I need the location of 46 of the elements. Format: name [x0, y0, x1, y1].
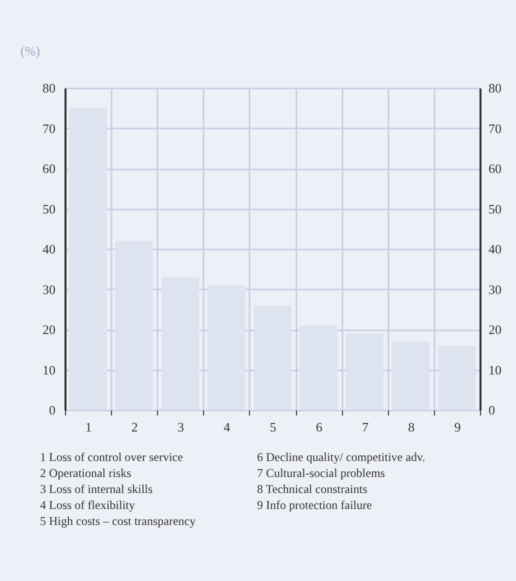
y-tick-label: 20	[42, 322, 56, 337]
text: 4 Loss of flexibility	[40, 497, 136, 513]
bar	[438, 346, 476, 410]
text: 1 Loss of control over service	[40, 449, 184, 465]
text: 6 Decline quality/ competitive adv.	[257, 449, 426, 465]
y2-tick-label: 10	[488, 362, 502, 378]
x-tick-label: 8	[408, 420, 415, 434]
bar	[115, 240, 154, 410]
y2-tick-label: 40	[488, 242, 502, 256]
y-tick-label: 80	[42, 80, 56, 96]
bar	[346, 334, 384, 410]
y-tick-label: 60	[42, 161, 56, 176]
y2-tick-label: 20	[488, 322, 502, 337]
x-tick-label: 7	[362, 420, 369, 434]
text: 8 Technical constraints	[257, 481, 368, 497]
y2-tick-label: 70	[488, 120, 502, 136]
text: 5 High costs – cost transparency	[40, 513, 197, 529]
x-tick-label: 1	[85, 420, 92, 434]
x-tick-label: 9	[454, 420, 461, 434]
bar	[161, 277, 200, 410]
y2-tick-label: 50	[488, 201, 502, 216]
text: 3 Loss of internal skills	[40, 481, 154, 497]
y-axis-title: (%)	[20, 44, 40, 58]
text: 2 Operational risks	[40, 465, 132, 481]
bar	[254, 305, 292, 410]
y-tick-label: 70	[42, 120, 56, 136]
y2-tick-label: 0	[488, 402, 495, 418]
bar	[300, 325, 338, 410]
y2-tick-label: 60	[488, 161, 502, 176]
y-tick-label: 10	[42, 362, 56, 378]
bar	[392, 342, 430, 410]
text: 7 Cultural-social problems	[257, 465, 386, 481]
bar	[69, 108, 107, 410]
y-tick-label: 50	[42, 201, 56, 216]
x-tick-label: 6	[316, 420, 323, 434]
y-tick-label: 30	[42, 282, 56, 297]
y-tick-label: 40	[42, 242, 56, 256]
y2-tick-label: 80	[488, 80, 502, 96]
y-tick-label: 0	[49, 402, 56, 418]
bar	[207, 285, 246, 410]
text: 9 Info protection failure	[257, 497, 373, 513]
x-tick-label: 3	[178, 420, 184, 434]
x-tick-label: 2	[131, 420, 138, 434]
x-tick-label: 4	[224, 420, 231, 434]
x-tick-label: 5	[270, 420, 276, 434]
y2-tick-label: 30	[488, 282, 502, 297]
